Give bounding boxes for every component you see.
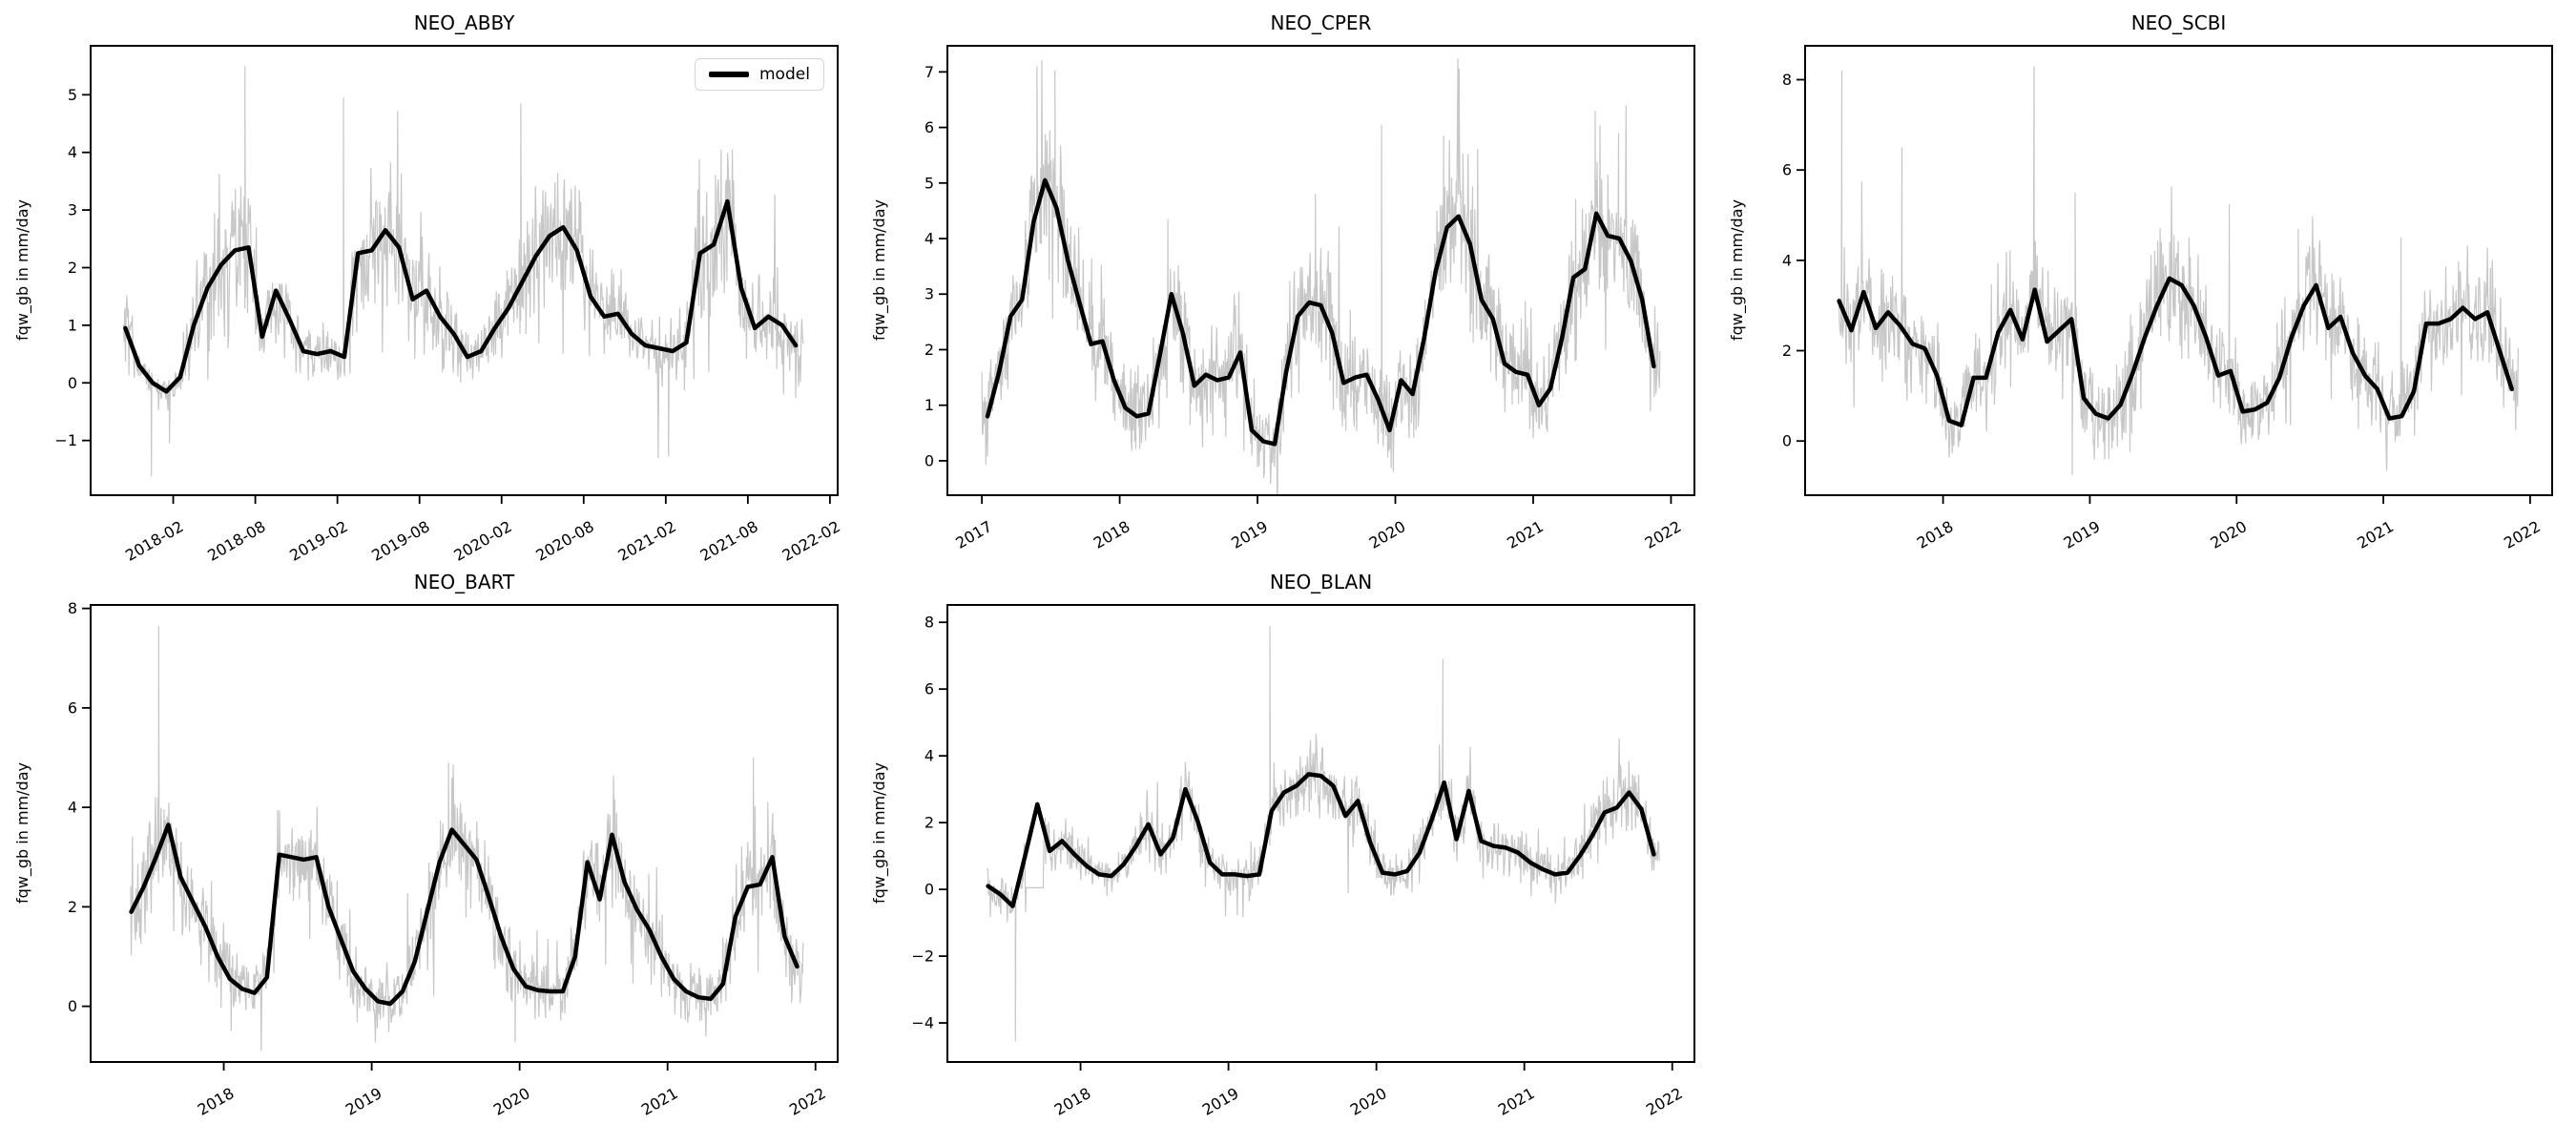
subplot-title-neo-abby: NEO_ABBY (413, 11, 515, 34)
plot-area-neo-cper (981, 58, 1661, 495)
axes-frame-neo-abby (90, 45, 839, 496)
model-series-neo-abby (123, 198, 799, 394)
x-tick-label: 2017 (952, 517, 995, 552)
x-tick-label: 2019 (2061, 517, 2104, 552)
y-tick-label: 2 (1782, 342, 1792, 360)
y-axis-label-neo-bart: fqw_gb in mm/day (13, 762, 31, 904)
x-tick-label: 2018-02 (122, 517, 186, 565)
x-tick-label: 2021-08 (696, 517, 760, 565)
model-series-neo-scbi (1837, 276, 2514, 427)
x-tick-label: 2019-02 (286, 517, 350, 565)
x-tick-label: 2019 (343, 1084, 385, 1119)
x-tick-label: 2018 (1091, 517, 1133, 552)
y-tick-label: 1 (68, 316, 77, 334)
y-axis-label-neo-scbi: fqw_gb in mm/day (1728, 199, 1746, 341)
plot-area-neo-blan (986, 625, 1661, 1042)
axes-frame-neo-scbi (1804, 45, 2553, 496)
y-tick-label: 6 (924, 680, 934, 698)
legend-label: model (759, 65, 810, 84)
x-tick-label: 2021 (2354, 517, 2397, 552)
y-tick-label: 4 (68, 143, 77, 161)
axes-frame-neo-bart (90, 604, 839, 1063)
model-line-sample-icon (709, 72, 749, 77)
observations-series-neo-bart (130, 625, 804, 1051)
x-tick-label: 2020 (490, 1084, 533, 1119)
x-tick-label: 2020-08 (532, 517, 596, 565)
x-tick-label: 2018 (1051, 1084, 1094, 1119)
x-tick-label: 2022 (1643, 1084, 1686, 1119)
y-tick-label: 1 (924, 396, 934, 414)
x-tick-label: 2018-08 (204, 517, 268, 565)
plot-area-neo-scbi (1837, 66, 2519, 475)
axes-frame-neo-blan (946, 604, 1695, 1063)
x-tick-label: 2019-08 (368, 517, 432, 565)
x-tick-label: 2022 (1642, 517, 1685, 552)
x-tick-label: 2020 (1366, 517, 1409, 552)
y-tick-label: 3 (924, 285, 934, 303)
observations-series-neo-cper (981, 58, 1661, 495)
y-tick-label: −2 (911, 947, 934, 966)
legend: model (695, 58, 824, 91)
y-tick-label: 7 (924, 63, 934, 81)
observations-series-neo-scbi (1838, 66, 2519, 475)
y-tick-label: 4 (1782, 251, 1792, 269)
y-tick-label: 5 (924, 174, 934, 192)
x-tick-label: 2018 (195, 1084, 238, 1119)
y-tick-label: 4 (924, 230, 934, 248)
y-tick-label: 6 (1782, 161, 1792, 179)
x-tick-label: 2019 (1228, 517, 1271, 552)
y-tick-label: 8 (924, 614, 934, 632)
y-tick-label: 2 (68, 259, 77, 277)
x-tick-label: 2020 (2207, 517, 2250, 552)
observations-series-neo-abby (122, 66, 804, 477)
y-tick-label: 2 (68, 898, 77, 916)
subplot-title-neo-cper: NEO_CPER (1270, 11, 1372, 34)
subplot-title-neo-blan: NEO_BLAN (1269, 571, 1373, 593)
y-tick-label: 8 (1782, 71, 1792, 89)
subplot-title-neo-scbi: NEO_SCBI (2130, 11, 2227, 34)
x-tick-label: 2020 (1347, 1084, 1390, 1119)
y-tick-label: 3 (68, 201, 77, 219)
y-axis-label-neo-cper: fqw_gb in mm/day (870, 199, 888, 341)
x-tick-label: 2022-02 (779, 517, 843, 565)
x-tick-label: 2021 (1504, 517, 1547, 552)
x-tick-label: 2020-02 (450, 517, 514, 565)
x-tick-label: 2019 (1199, 1084, 1242, 1119)
y-tick-label: 6 (924, 118, 934, 136)
observations-series-neo-blan (987, 625, 1661, 1042)
y-axis-label-neo-abby: fqw_gb in mm/day (13, 199, 31, 341)
model-series-neo-bart (129, 822, 800, 1007)
plot-area-neo-abby (122, 66, 804, 477)
y-tick-label: 8 (68, 599, 77, 617)
y-tick-label: 5 (68, 86, 77, 104)
y-tick-label: 2 (924, 341, 934, 359)
y-axis-label-neo-blan: fqw_gb in mm/day (870, 762, 888, 904)
x-tick-label: 2021-02 (614, 517, 678, 565)
y-tick-label: 2 (924, 814, 934, 832)
y-tick-label: 4 (68, 799, 77, 817)
x-tick-label: 2021 (638, 1084, 681, 1119)
y-tick-label: 6 (68, 698, 77, 717)
y-tick-label: 0 (924, 451, 934, 469)
x-tick-label: 2022 (786, 1084, 829, 1119)
x-tick-label: 2021 (1495, 1084, 1538, 1119)
y-tick-label: −1 (54, 431, 77, 449)
y-tick-label: 4 (924, 747, 934, 765)
y-tick-label: 0 (1782, 432, 1792, 450)
y-tick-label: 0 (68, 374, 77, 392)
model-series-neo-cper (985, 177, 1656, 447)
y-tick-label: 0 (924, 881, 934, 899)
axes-frame-neo-cper (946, 45, 1695, 496)
model-series-neo-blan (986, 772, 1656, 908)
plot-area-neo-bart (129, 625, 804, 1051)
y-tick-label: −4 (911, 1014, 934, 1032)
x-tick-label: 2018 (1914, 517, 1957, 552)
y-tick-label: 0 (68, 997, 77, 1015)
x-tick-label: 2022 (2501, 517, 2544, 552)
subplot-title-neo-bart: NEO_BART (413, 571, 515, 593)
